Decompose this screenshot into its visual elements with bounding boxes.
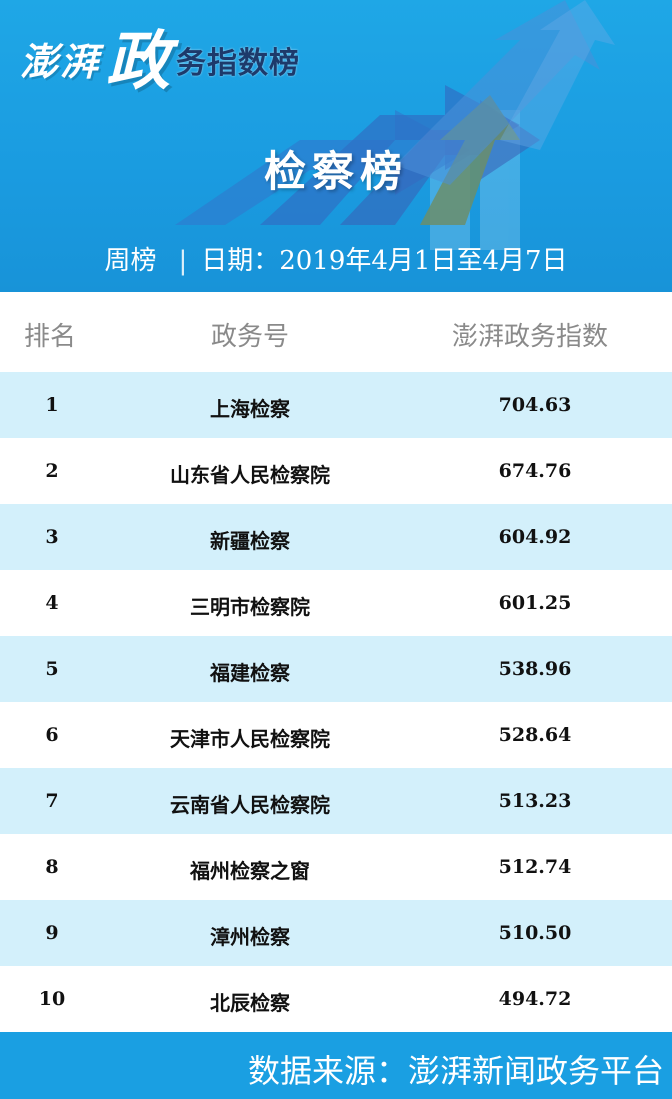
- ranking-table-body: 1 上海检察 704.63 2 山东省人民检察院 674.76 3 新疆检察 6…: [0, 372, 672, 1032]
- rank-cell: 4: [45, 592, 59, 614]
- footer-bar: 数据来源：澎湃新闻政务平台: [0, 1032, 672, 1099]
- rank-cell: 10: [38, 988, 66, 1010]
- account-name-cell: 天津市人民检察院: [170, 727, 330, 751]
- rank-cell: 3: [45, 526, 59, 548]
- account-name-cell: 北辰检察: [210, 991, 290, 1015]
- period-label: 周榜: [104, 246, 157, 276]
- brand-text-pengpai: 澎湃: [20, 39, 101, 84]
- column-header-account: 政务号: [211, 322, 290, 352]
- index-score-cell: 528.64: [498, 724, 572, 746]
- index-score-cell: 510.50: [498, 922, 572, 944]
- account-name-cell: 漳州检察: [210, 925, 290, 949]
- column-header-rank: 排名: [24, 322, 77, 352]
- rank-cell: 2: [45, 460, 59, 482]
- account-name-cell: 上海检察: [210, 397, 290, 421]
- header-banner: 澎湃 政 务指数榜 检察榜 周榜 | 日期：2019年4月1日至4月7日: [0, 0, 672, 292]
- table-header: 排名 政务号 澎湃政务指数: [0, 292, 672, 372]
- index-score-cell: 604.92: [498, 526, 572, 548]
- table-row: 7 云南省人民检察院 513.23: [0, 768, 672, 834]
- table-row: 3 新疆检察 604.92: [0, 504, 672, 570]
- table-row: 6 天津市人民检察院 528.64: [0, 702, 672, 768]
- rank-cell: 1: [45, 394, 59, 416]
- board-title: 检察榜: [263, 147, 408, 196]
- column-header-index: 澎湃政务指数: [452, 322, 609, 352]
- index-score-cell: 601.25: [498, 592, 572, 614]
- rank-cell: 6: [45, 724, 59, 746]
- table-row: 8 福州检察之窗 512.74: [0, 834, 672, 900]
- period-line: 周榜 | 日期：2019年4月1日至4月7日: [0, 240, 672, 277]
- account-name-cell: 山东省人民检察院: [170, 463, 330, 487]
- brand-logo: 澎湃 政 务指数榜: [20, 20, 300, 100]
- account-name-cell: 云南省人民检察院: [170, 793, 330, 817]
- account-name-cell: 福建检察: [210, 661, 290, 685]
- index-score-cell: 494.72: [498, 988, 572, 1010]
- index-score-cell: 704.63: [498, 394, 572, 416]
- date-range: 日期：2019年4月1日至4月7日: [201, 246, 568, 276]
- rank-cell: 8: [45, 856, 59, 878]
- table-row: 5 福建检察 538.96: [0, 636, 672, 702]
- table-row: 1 上海检察 704.63: [0, 372, 672, 438]
- index-score-cell: 513.23: [498, 790, 572, 812]
- period-separator: |: [178, 246, 188, 276]
- account-name-cell: 新疆检察: [210, 529, 290, 553]
- rank-cell: 7: [45, 790, 59, 812]
- table-row: 9 漳州检察 510.50: [0, 900, 672, 966]
- index-score-cell: 538.96: [498, 658, 572, 680]
- brand-text-index: 务指数榜: [176, 46, 301, 81]
- table-row: 10 北辰检察 494.72: [0, 966, 672, 1032]
- rising-arrows-graphic: [175, 0, 615, 250]
- brand-text-zheng: 政: [106, 24, 171, 99]
- account-name-cell: 三明市检察院: [190, 595, 310, 619]
- rank-cell: 9: [45, 922, 59, 944]
- table-row: 4 三明市检察院 601.25: [0, 570, 672, 636]
- account-name-cell: 福州检察之窗: [190, 859, 310, 883]
- index-score-cell: 674.76: [498, 460, 572, 482]
- rank-cell: 5: [45, 658, 59, 680]
- data-source-text: 数据来源：澎湃新闻政务平台: [247, 1052, 664, 1090]
- index-score-cell: 512.74: [498, 856, 572, 878]
- table-row: 2 山东省人民检察院 674.76: [0, 438, 672, 504]
